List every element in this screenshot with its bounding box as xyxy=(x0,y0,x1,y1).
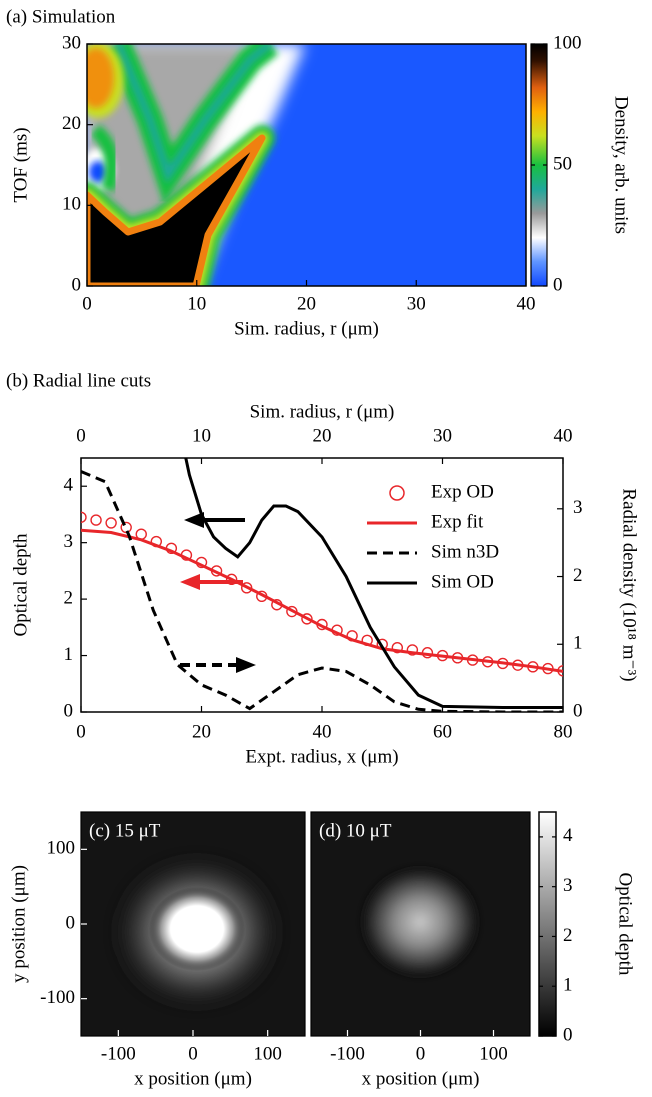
label: 1 xyxy=(573,633,583,654)
label: 0 xyxy=(66,912,76,933)
label: Density, arb. units xyxy=(611,96,632,234)
label: 40 xyxy=(313,721,332,742)
label: 20 xyxy=(313,425,332,446)
label: 0 xyxy=(76,721,86,742)
label: -100 xyxy=(40,987,75,1008)
label: Sim. radius, r (μm) xyxy=(250,401,395,422)
data-point xyxy=(301,613,313,625)
label: 0 xyxy=(64,700,74,721)
label: Optical depth xyxy=(10,533,31,636)
heatmap-image xyxy=(87,44,526,286)
label: 3 xyxy=(64,531,74,552)
label: 0 xyxy=(573,700,583,721)
label: 80 xyxy=(554,721,573,742)
label: 30 xyxy=(433,425,452,446)
label: y position (μm) xyxy=(8,865,29,983)
label: Exp OD xyxy=(431,481,494,502)
data-point xyxy=(105,517,117,529)
label: -100 xyxy=(330,1043,365,1064)
label: x position (μm) xyxy=(362,1068,480,1089)
label: 0 xyxy=(76,425,86,446)
label: 0 xyxy=(72,274,82,295)
label: Exp fit xyxy=(431,511,484,532)
label: 3 xyxy=(573,497,583,518)
arrow-head xyxy=(180,574,200,590)
label: 30 xyxy=(407,293,426,314)
od-image xyxy=(311,812,530,1036)
data-point xyxy=(240,582,253,594)
label: TOF (ms) xyxy=(10,127,31,202)
label: -100 xyxy=(101,1043,136,1064)
arrow-head xyxy=(236,657,256,673)
label: 40 xyxy=(517,293,536,314)
label: 40 xyxy=(554,425,573,446)
arrow-head xyxy=(184,512,204,528)
label: Radial density (10¹⁸ m⁻³) xyxy=(619,488,640,681)
label: 20 xyxy=(192,721,211,742)
label: 20 xyxy=(297,293,316,314)
legend-marker xyxy=(389,485,405,501)
label: 1 xyxy=(563,975,573,996)
label: Sim. radius, r (μm) xyxy=(234,318,379,339)
data-line xyxy=(81,528,563,673)
label: 1 xyxy=(64,644,74,665)
label: 4 xyxy=(563,825,573,846)
label: 0 xyxy=(188,1043,198,1064)
data-point xyxy=(90,514,102,526)
label: 0 xyxy=(82,293,92,314)
colorbar xyxy=(538,811,557,1037)
label: 100 xyxy=(479,1043,508,1064)
label: 2 xyxy=(64,587,74,608)
label: 100 xyxy=(253,1043,282,1064)
label: 10 xyxy=(187,293,206,314)
label: (d) 10 μT xyxy=(319,820,392,841)
label: 50 xyxy=(553,153,572,174)
label: 0 xyxy=(563,1024,573,1045)
label: (a) Simulation xyxy=(6,6,116,27)
od-image xyxy=(81,812,305,1036)
label: Sim OD xyxy=(431,571,494,592)
label: 60 xyxy=(433,721,452,742)
label: 30 xyxy=(62,32,81,53)
label: Optical depth xyxy=(615,873,636,976)
data-point xyxy=(406,644,419,656)
data-point xyxy=(391,641,404,654)
data-point xyxy=(225,573,238,586)
label: 10 xyxy=(192,425,211,446)
data-line xyxy=(184,458,563,709)
label: Expt. radius, x (μm) xyxy=(245,746,398,767)
label: (b) Radial line cuts xyxy=(6,370,151,391)
label: 100 xyxy=(47,838,76,859)
label: 4 xyxy=(64,475,74,496)
data-point xyxy=(81,511,87,523)
label: Sim n3D xyxy=(431,541,499,562)
label: (c) 15 μT xyxy=(89,820,161,841)
label: 10 xyxy=(62,194,81,215)
label: 0 xyxy=(416,1043,426,1064)
label: 0 xyxy=(553,274,563,295)
label: 3 xyxy=(563,875,573,896)
data-line xyxy=(81,470,563,712)
plot-area xyxy=(81,458,563,712)
label: x position (μm) xyxy=(134,1068,252,1089)
label: 20 xyxy=(62,113,81,134)
label: 2 xyxy=(573,565,583,586)
label: 100 xyxy=(553,32,582,53)
label: 2 xyxy=(563,925,573,946)
